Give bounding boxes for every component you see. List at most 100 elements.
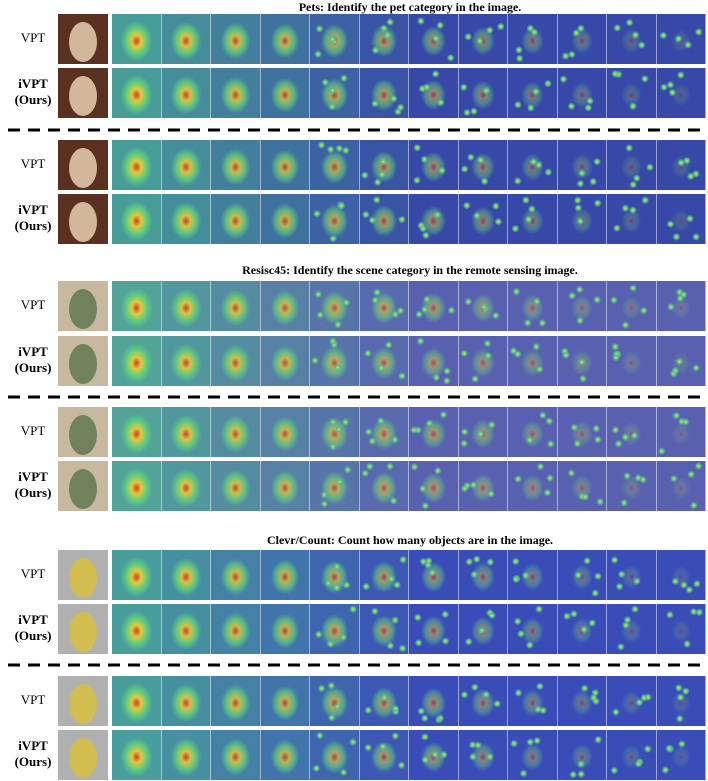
heatmap-dot (681, 417, 690, 426)
heatmap-dot (581, 492, 590, 501)
heatmap-dot (665, 744, 674, 753)
input-subject (69, 415, 97, 455)
heatmap-dot (389, 496, 398, 505)
heatmap-dot (326, 639, 335, 648)
heatmap-dot (496, 22, 505, 31)
heatmap-dot (610, 766, 619, 775)
heatmap-dot (378, 742, 387, 751)
input-subject (69, 202, 97, 242)
heatmap-focus (120, 557, 153, 597)
heatmap-dot (512, 287, 521, 296)
row-label: VPT (21, 156, 46, 171)
heatmap-dot (672, 411, 681, 420)
heatmap-dot (414, 638, 423, 647)
heatmap-focus (120, 683, 153, 723)
heatmap-dot (577, 169, 586, 178)
heatmap-focus (671, 296, 691, 320)
heatmap-dot (610, 555, 619, 564)
heatmap-dot (379, 157, 388, 166)
heatmap-dot (462, 201, 471, 210)
heatmap-dot (464, 32, 473, 41)
heatmap-dot (592, 424, 601, 433)
heatmap-dot (645, 163, 654, 172)
heatmap-dot (387, 574, 396, 583)
heatmap-dot (514, 688, 523, 697)
heatmap-dot (593, 435, 602, 444)
heatmap-dot (476, 156, 485, 165)
heatmap-dot (577, 770, 586, 779)
row-label: iVPT (18, 344, 48, 359)
heatmap-dot (315, 24, 324, 33)
heatmap-dot (313, 209, 322, 218)
heatmap-focus (220, 289, 251, 327)
heatmap-dot (526, 738, 535, 747)
heatmap-dot (364, 427, 373, 436)
heatmap-dot (621, 433, 630, 442)
heatmap-focus (571, 690, 593, 716)
heatmap-focus (170, 201, 202, 241)
heatmap-focus (621, 296, 642, 320)
heatmap-dot (419, 224, 428, 233)
row-label: (Ours) (15, 628, 52, 643)
heatmap-dot (539, 706, 548, 715)
heatmap-dot (666, 220, 675, 229)
heatmap-focus (621, 476, 642, 500)
heatmap-focus (471, 348, 495, 378)
heatmap-dot (413, 143, 422, 152)
heatmap-dot (328, 86, 337, 95)
heatmap-dot (576, 179, 585, 188)
heatmap-dot (593, 157, 602, 166)
heatmap-dot (420, 732, 429, 741)
heatmap-dot (611, 353, 620, 362)
heatmap-dot (317, 684, 326, 693)
heatmap-dot (428, 568, 437, 577)
heatmap-focus (170, 343, 202, 383)
heatmap-dot (675, 357, 684, 366)
heatmap-dot (485, 752, 494, 761)
heatmap-dot (371, 99, 380, 108)
row-label: (Ours) (15, 218, 52, 233)
heatmap-focus (120, 147, 153, 187)
heatmap-dot (469, 107, 478, 116)
heatmap-dot (659, 31, 668, 40)
heatmap-dot (416, 337, 425, 346)
heatmap-dot (576, 24, 585, 33)
heatmap-focus (320, 417, 349, 451)
heatmap-dot (314, 50, 323, 59)
heatmap-dot (532, 297, 541, 306)
heatmap-dot (493, 699, 502, 708)
heatmap-dot (431, 34, 440, 43)
heatmap-dot (677, 739, 686, 748)
heatmap-dot (420, 714, 429, 723)
heatmap-focus (571, 564, 593, 590)
heatmap-dot (575, 285, 584, 294)
heatmap-dot (333, 702, 342, 711)
row-label: iVPT (18, 202, 48, 217)
heatmap-dot (339, 768, 348, 777)
heatmap-dot (511, 557, 520, 566)
heatmap-dot (671, 366, 680, 375)
heatmap-dot (524, 215, 533, 224)
heatmap-dot (596, 497, 605, 506)
heatmap-dot (342, 581, 351, 590)
heatmap-focus (421, 615, 446, 647)
heatmap-dot (588, 619, 597, 628)
heatmap-dot (669, 474, 678, 483)
heatmap-dot (623, 471, 632, 480)
heatmap-focus (320, 346, 349, 380)
heatmap-dot (320, 490, 329, 499)
heatmap-dot (468, 752, 477, 761)
heatmap-dot (447, 306, 456, 315)
heatmap-focus (421, 472, 446, 504)
heatmap-dot (436, 714, 445, 723)
heatmap-focus (120, 343, 153, 383)
heatmap-focus (270, 149, 300, 185)
heatmap-dot (661, 765, 670, 774)
heatmap-dot (577, 358, 586, 367)
heatmap-dot (511, 224, 520, 233)
heatmap-focus (371, 561, 397, 593)
heatmap-dot (378, 170, 387, 179)
heatmap-focus (170, 611, 202, 651)
heatmap-dot (643, 744, 652, 753)
heatmap-dot (397, 215, 406, 224)
